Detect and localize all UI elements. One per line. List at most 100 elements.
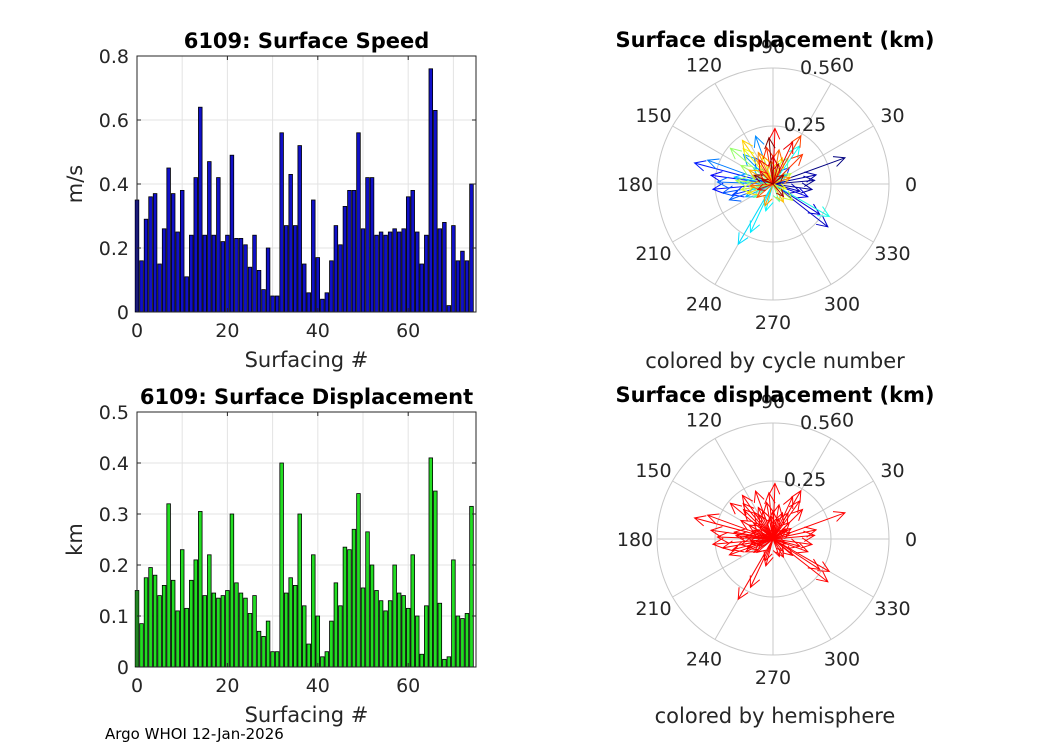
bar: [415, 231, 420, 313]
arrow-head: [693, 515, 707, 527]
arrow-head: [744, 187, 758, 198]
displacement-arrow: [772, 182, 814, 194]
bar: [405, 196, 411, 313]
arrow-shaft: [772, 177, 791, 185]
bar: [143, 577, 149, 668]
angle-tick-label: 150: [635, 460, 671, 482]
y-tick-label: 0.5: [99, 402, 129, 424]
arrow-shaft: [772, 135, 802, 185]
y-tick-label: 0: [117, 657, 129, 679]
x-tick-label: 60: [396, 320, 420, 342]
angle-tick-label: 90: [761, 391, 785, 413]
y-tick-label: 0.1: [99, 606, 129, 628]
bar: [211, 234, 217, 313]
bar: [302, 605, 307, 668]
arrow-shaft: [749, 183, 774, 187]
bar: [220, 595, 226, 668]
arrow-shaft: [772, 183, 784, 197]
displacement-arrow: [757, 151, 774, 185]
arrow-head: [781, 531, 792, 540]
bar: [442, 221, 447, 313]
bar: [405, 607, 411, 668]
bar: [184, 276, 189, 313]
bar: [410, 189, 415, 313]
arrow-head: [803, 530, 816, 542]
arrow-shaft: [772, 518, 779, 540]
bar: [451, 225, 456, 313]
displacement-arrow: [772, 529, 785, 540]
displacement-arrow: [758, 158, 774, 185]
arrow-head: [757, 151, 768, 165]
arrow-head: [729, 502, 743, 515]
x-tick-label: 20: [215, 320, 239, 342]
arrow-head: [782, 140, 794, 154]
angle-tick-label: 0: [905, 174, 917, 196]
radial-tick-label: 0.25: [784, 469, 826, 491]
displacement-arrow: [772, 526, 818, 540]
arrow-head: [757, 506, 768, 520]
bar: [225, 590, 230, 668]
bar: [261, 636, 266, 668]
displacement-arrow: [772, 495, 794, 540]
arrow-shaft: [757, 538, 774, 546]
y-axis-label: km: [63, 523, 87, 556]
displacement-arrow: [749, 538, 774, 589]
arrow-head: [745, 540, 759, 551]
arrow-head: [733, 528, 746, 540]
arrow-shaft: [749, 538, 774, 588]
arrow-shaft: [772, 145, 801, 185]
arrow-head: [791, 153, 804, 166]
bar: [369, 564, 375, 668]
arrow-head: [744, 542, 758, 553]
plot-area-1: [137, 412, 476, 667]
axes-box: [136, 411, 477, 668]
displacement-arrow: [772, 140, 794, 185]
arrow-head: [771, 162, 781, 174]
bar: [333, 225, 339, 313]
arrow-head: [706, 513, 720, 525]
bar: [347, 189, 352, 313]
bar: [170, 193, 176, 313]
arrow-shaft: [764, 538, 774, 561]
angle-tick-label: 240: [686, 294, 722, 316]
bar: [179, 189, 185, 313]
bar: [442, 658, 447, 668]
arrow-head: [756, 538, 766, 546]
angle-tick-label: 180: [617, 529, 653, 551]
y-tick-label: 0.8: [99, 46, 129, 68]
arrow-head: [762, 501, 774, 515]
bar: [238, 237, 244, 313]
arrow-head: [781, 176, 792, 185]
angle-tick-label: 120: [686, 54, 722, 76]
arrow-head: [753, 174, 764, 183]
arrow-head: [706, 158, 720, 170]
arrow-head: [832, 156, 847, 167]
bar: [283, 225, 289, 313]
bar: [238, 592, 244, 668]
bar: [292, 225, 298, 313]
displacement-arrow: [753, 174, 774, 185]
arrow-head: [767, 510, 779, 522]
bar: [392, 228, 397, 313]
bar: [179, 549, 185, 668]
bar: [311, 199, 316, 313]
bar: [166, 167, 171, 313]
displacement-arrow: [771, 162, 781, 185]
displacement-arrow: [772, 176, 792, 185]
angle-tick-label: 330: [874, 243, 910, 265]
displacement-arrow: [763, 538, 774, 562]
bar: [243, 244, 248, 313]
angle-tick-label: 210: [635, 243, 671, 265]
arrow-head: [756, 188, 767, 199]
arrow-shaft: [772, 163, 779, 185]
bar: [202, 234, 208, 313]
arrow-shaft: [772, 183, 813, 190]
bar: [433, 110, 438, 313]
arrow-head: [747, 524, 761, 535]
displacement-arrow: [749, 183, 774, 234]
arrow-head: [753, 489, 765, 504]
y-tick-label: 0.4: [99, 174, 129, 196]
arrow-head: [721, 540, 735, 552]
bar: [365, 177, 370, 313]
bar: [333, 582, 339, 668]
